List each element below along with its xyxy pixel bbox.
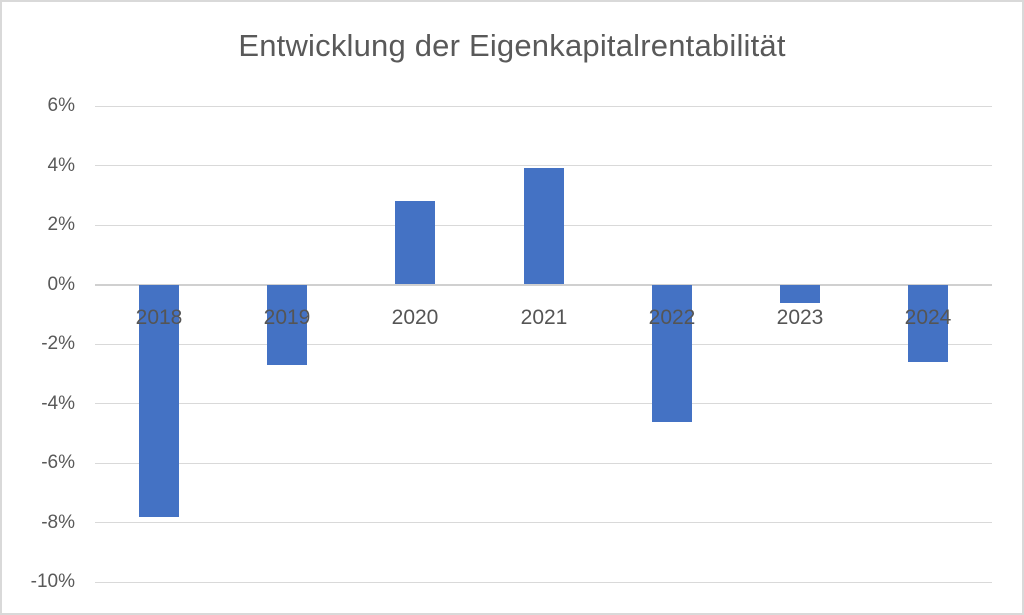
bar-2024: [908, 285, 948, 362]
y-axis-tick-label: 2%: [47, 214, 75, 235]
x-axis-category-label: 2023: [776, 306, 824, 329]
y-axis-tick-label: -2%: [41, 333, 75, 354]
bar-2022: [652, 285, 692, 422]
x-axis-category-label: 2018: [135, 306, 183, 329]
y-axis-tick-label: 6%: [47, 95, 75, 116]
gridline: [95, 582, 992, 583]
y-axis-tick-label: 4%: [47, 155, 75, 176]
chart-title: Entwicklung der Eigenkapitalrentabilität: [238, 28, 786, 63]
x-axis-category-label: 2024: [904, 306, 952, 329]
y-axis-tick-label: -4%: [41, 393, 75, 414]
bar-2020: [395, 201, 435, 284]
x-axis-category-label: 2019: [263, 306, 311, 329]
gridline: [95, 522, 992, 523]
x-axis-category-label: 2021: [520, 306, 568, 329]
y-axis-tick-label: -10%: [30, 571, 75, 592]
bar-2023: [780, 285, 820, 303]
x-axis-category-label: 2020: [391, 306, 439, 329]
y-axis-tick-label: -6%: [41, 452, 75, 473]
gridline: [95, 463, 992, 464]
x-axis-category-label: 2022: [648, 306, 696, 329]
gridline: [95, 403, 992, 404]
bar-2018: [139, 285, 179, 517]
gridline: [95, 106, 992, 107]
bar-2021: [524, 168, 564, 284]
gridline: [95, 165, 992, 166]
bar-2019: [267, 285, 307, 365]
y-axis-tick-label: -8%: [41, 512, 75, 533]
y-axis-tick-label: 0%: [47, 274, 75, 295]
x-axis-zero-line: [95, 284, 992, 286]
gridline: [95, 344, 992, 345]
